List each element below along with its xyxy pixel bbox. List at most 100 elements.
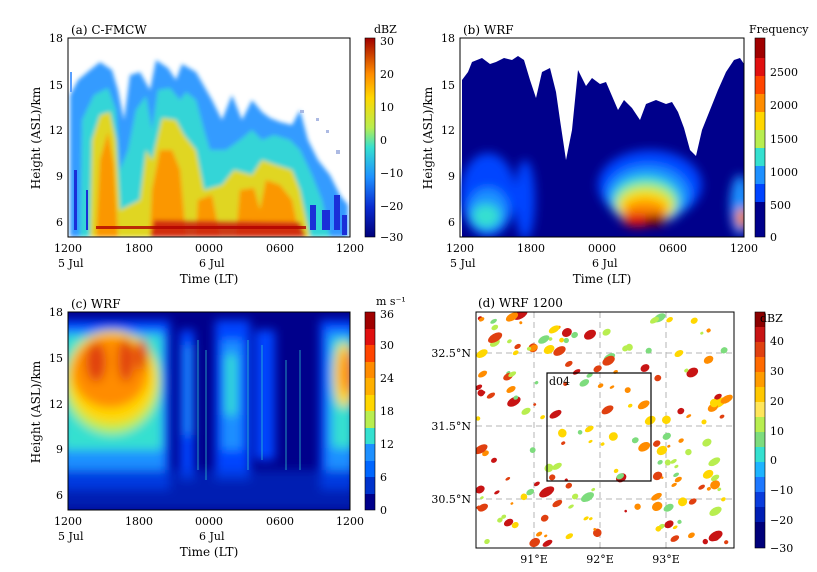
colorbar-tick: 30: [380, 339, 394, 352]
echo-cell: [724, 540, 729, 545]
panel-c-title: (c) WRF: [71, 297, 121, 311]
panel-d-title: (d) WRF 1200: [478, 296, 563, 310]
x-tick-label: 0600: [266, 515, 294, 528]
y-tick-label: 12: [49, 398, 63, 411]
echo-cell: [702, 538, 708, 545]
echo-cell: [637, 400, 650, 410]
echo-cell: [706, 328, 711, 333]
echo-cell: [706, 486, 711, 491]
panel-a-title: (a) C-FMCW: [71, 23, 147, 37]
echo-cell: [491, 324, 499, 331]
echo-cell: [660, 476, 664, 479]
echo-cell: [476, 444, 488, 455]
x-tick-label: 1800: [125, 242, 153, 255]
echo-cell: [627, 403, 633, 408]
echo-cell: [521, 407, 531, 415]
panel-c-colorbar-unit: m s⁻¹: [376, 295, 406, 308]
echo-cell: [506, 386, 516, 393]
echo-cell: [478, 370, 488, 378]
echo-cell: [671, 482, 677, 487]
echo-cell: [652, 501, 663, 511]
panel-c-colorbar: [364, 311, 376, 511]
colorbar-tick: 18: [380, 405, 394, 418]
panel-b-frame: [459, 37, 745, 238]
echo-cell: [586, 372, 593, 378]
echo-cell: [709, 398, 719, 408]
echo-cell: [526, 346, 532, 351]
echo-cell: [678, 438, 684, 443]
echo-cell: [552, 499, 563, 508]
echo-cell: [507, 339, 512, 344]
echo-cell: [649, 316, 660, 324]
x-tick-label: 1200: [336, 242, 364, 255]
echo-cell: [622, 345, 629, 352]
x-tick-label: 1200: [336, 515, 364, 528]
echo-cell: [661, 415, 671, 425]
panel-a-echo-field: [70, 60, 348, 237]
lon-tick-label: 92°E: [586, 553, 614, 566]
echo-cell: [476, 485, 485, 494]
echo-cell: [631, 437, 639, 444]
lon-tick-label: 93°E: [652, 553, 680, 566]
echo-cell: [588, 439, 593, 444]
echo-cell: [687, 532, 695, 539]
panel-b-colorbar-unit: Frequency: [749, 23, 809, 36]
panel-c-y-ticks: 6 9 12 15 18: [49, 306, 63, 502]
panel-d-colorbar-ticks: 40 30 20 10 0 −10 −20 −30: [770, 335, 793, 555]
colorbar-tick: 20: [380, 68, 394, 81]
echo-cell: [719, 414, 725, 419]
echo-cell: [549, 409, 562, 419]
colorbar-tick: −30: [380, 231, 403, 244]
panel-c-wind-field: [68, 320, 350, 510]
echo-cell: [686, 414, 692, 418]
echo-cell: [529, 537, 540, 548]
echo-cell: [529, 344, 538, 352]
panel-c: (c) WRF 6 9 12 15 18 Height (ASL)/km 120…: [29, 295, 406, 559]
echo-cell: [558, 428, 567, 438]
echo-cell: [477, 503, 488, 512]
panel-a-scattered-echoes: [70, 72, 347, 235]
panel-b-colorbar: [754, 37, 766, 238]
echo-cell: [652, 471, 663, 481]
panel-d-y-ticks: 32.5°N 31.5°N 30.5°N: [431, 347, 471, 506]
echo-cell: [608, 432, 618, 441]
echo-cell: [664, 459, 671, 466]
echo-cell: [542, 539, 553, 547]
y-tick-label: 15: [49, 352, 63, 365]
echo-cell: [497, 517, 503, 523]
x-date-label: 5 Jul: [450, 257, 476, 270]
y-tick-label: 12: [49, 124, 63, 137]
echo-cell: [638, 441, 651, 452]
panel-b-y-ticks: 6 9 12 15 18: [441, 32, 455, 229]
echo-cell: [520, 493, 528, 501]
x-tick-label: 0000: [195, 515, 223, 528]
echo-cell: [482, 450, 489, 457]
colorbar-tick: −20: [770, 514, 793, 527]
panel-a: (a) C-FMCW 6 9 12 15 18 Height (ASL)/km …: [29, 23, 403, 286]
echo-cell: [602, 328, 611, 336]
echo-cell: [593, 365, 602, 373]
echo-cell: [674, 476, 682, 483]
echo-cell: [484, 538, 490, 545]
echo-cell: [491, 457, 497, 463]
echo-cell: [663, 503, 674, 512]
echo-cell: [721, 497, 726, 502]
panel-a-y-ticks: 6 9 12 15 18: [49, 32, 63, 229]
echo-cell: [519, 321, 523, 325]
colorbar-tick: 2500: [770, 66, 798, 79]
echo-cell: [670, 535, 680, 542]
echo-cell: [548, 337, 553, 341]
echo-cell: [664, 520, 674, 529]
echo-cell: [529, 447, 536, 453]
echo-cell: [634, 503, 641, 510]
panel-c-frame: [67, 311, 351, 511]
echo-cell: [640, 364, 650, 372]
y-tick-label: 9: [56, 443, 63, 456]
echo-cell: [540, 415, 546, 420]
echo-cell: [688, 498, 697, 505]
panel-b-frequency-field: [460, 56, 744, 237]
echo-cell: [488, 332, 503, 343]
echo-cell: [544, 534, 548, 538]
echo-cell: [651, 492, 662, 501]
